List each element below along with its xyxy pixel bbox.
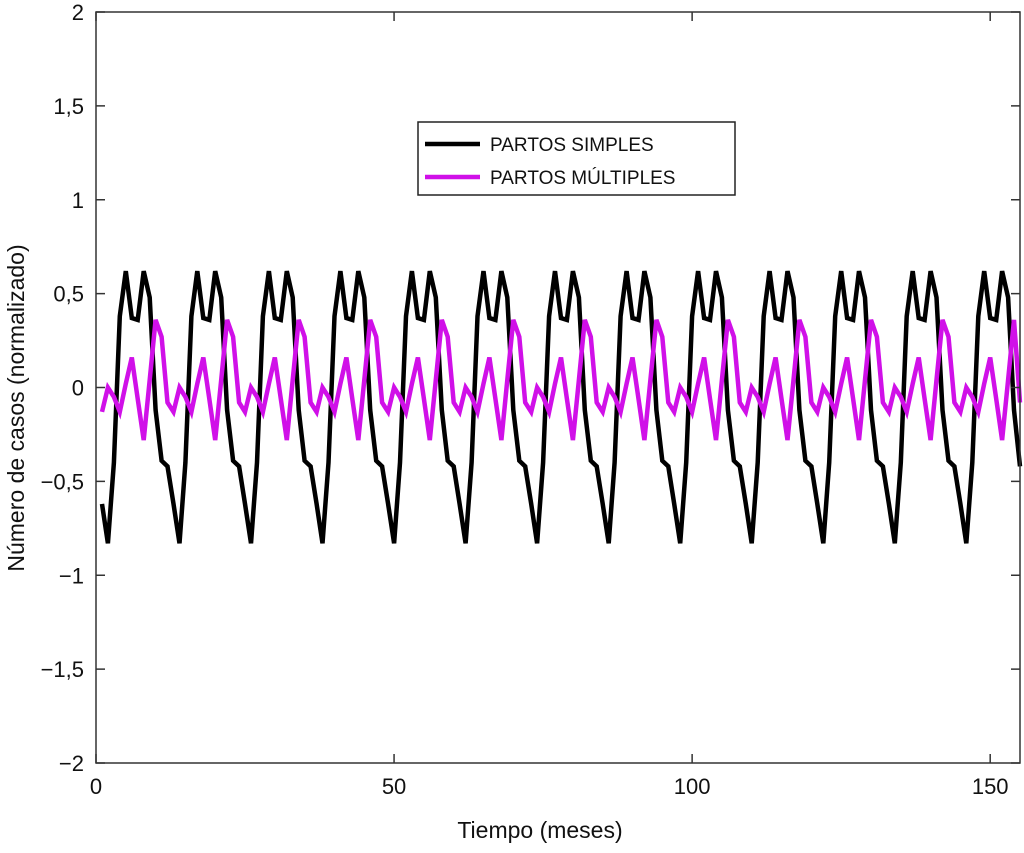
legend-label-simples: PARTOS SIMPLES: [490, 135, 654, 156]
y-axis-label: Número de casos (normalizado): [3, 244, 29, 571]
y-tick-label: −2: [59, 751, 84, 776]
y-tick-label: −0,5: [41, 469, 84, 494]
x-tick-label: 50: [382, 774, 406, 799]
x-tick-label: 100: [674, 774, 711, 799]
x-tick-label: 0: [90, 774, 102, 799]
y-tick-label: −1,5: [41, 657, 84, 682]
series-layer: [99, 270, 1023, 544]
legend-box: [417, 121, 736, 196]
y-tick-label: 1,5: [53, 94, 84, 119]
y-tick-label: 2: [72, 0, 84, 25]
y-tick-label: 0,5: [53, 282, 84, 307]
legend: PARTOS SIMPLES PARTOS MÚLTIPLES: [417, 121, 736, 196]
series-line-partos-multiples: [99, 319, 1023, 441]
x-tick-label: 150: [972, 774, 1009, 799]
y-tick-label: −1: [59, 563, 84, 588]
y-tick-label: 1: [72, 188, 84, 213]
legend-label-multiples: PARTOS MÚLTIPLES: [490, 167, 675, 189]
x-axis-label: Tiempo (meses): [457, 817, 622, 843]
series-line-partos-simples: [99, 270, 1023, 544]
ticks-layer: 0 50 100 150 −2 −1,5 −1 −0,5 0 0,5 1 1,5 2: [41, 0, 1020, 799]
y-tick-label: 0: [72, 376, 84, 401]
